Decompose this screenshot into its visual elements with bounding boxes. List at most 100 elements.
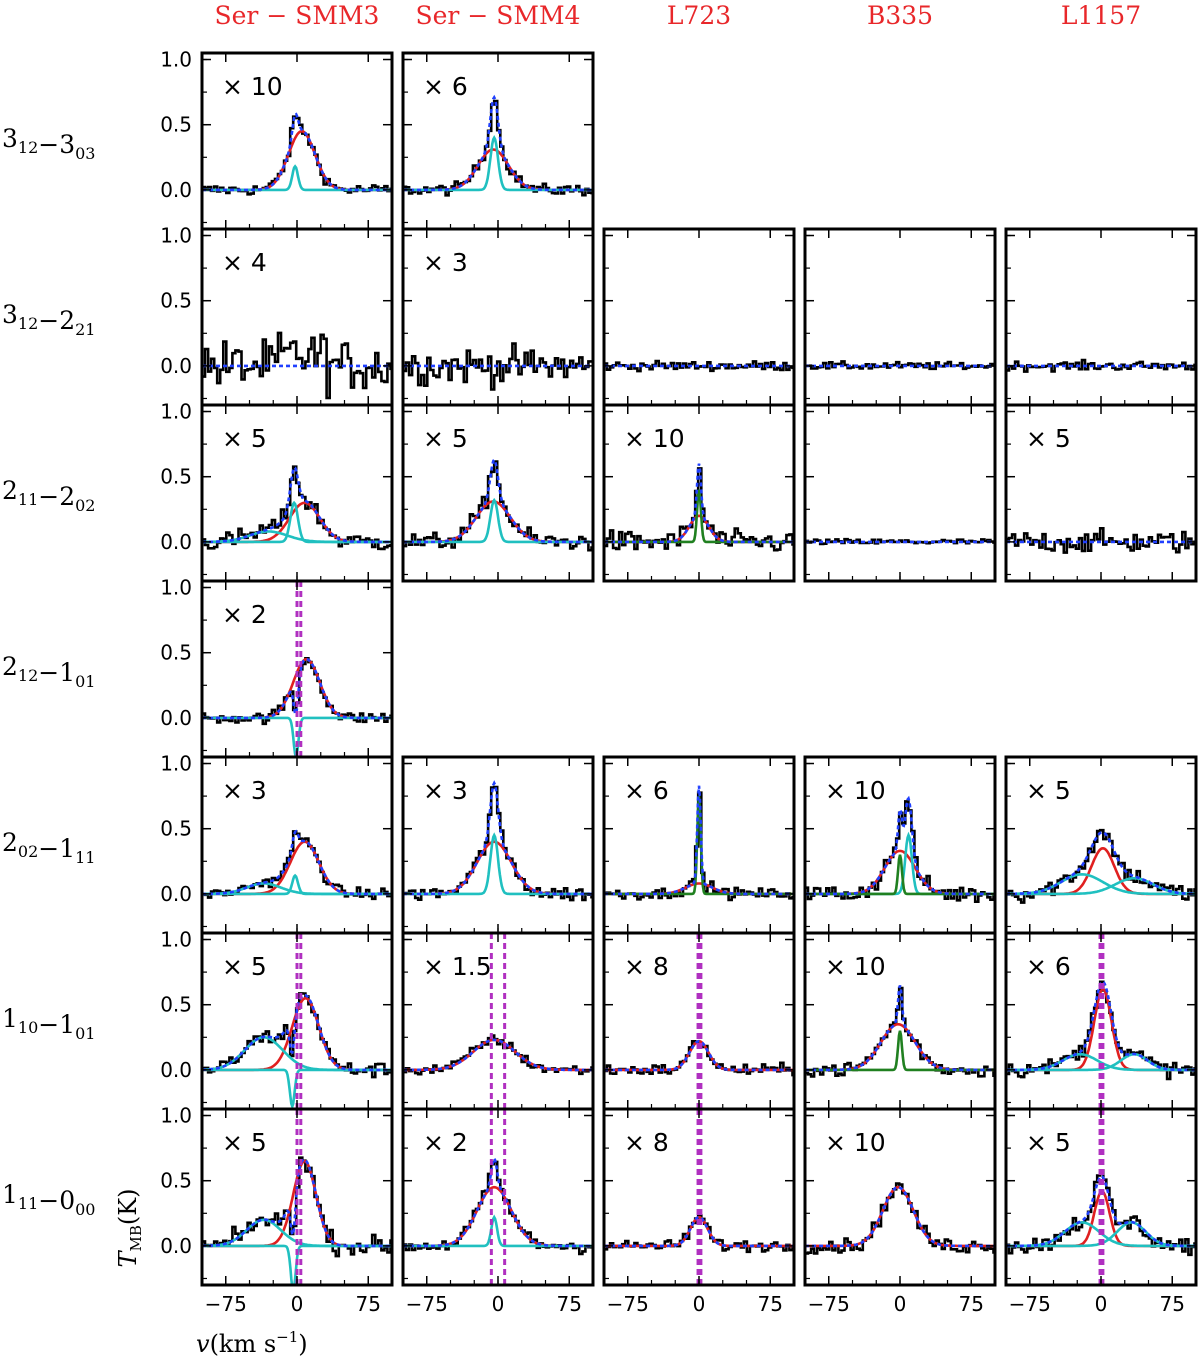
row-label: 212−101 <box>2 652 95 691</box>
medium-component-fit <box>403 1214 593 1248</box>
y-tick-label: 0.5 <box>160 993 192 1017</box>
total-fit <box>202 993 392 1072</box>
observed-spectrum <box>604 1214 794 1254</box>
medium-component-fit <box>403 135 593 192</box>
scale-factor-label: × 5 <box>1026 1128 1071 1157</box>
scale-factor-label: × 5 <box>222 952 267 981</box>
observed-spectrum <box>202 1156 392 1258</box>
total-fit <box>202 829 392 896</box>
spectrum-panel: × 3 <box>401 227 595 407</box>
observed-spectrum <box>805 1182 995 1255</box>
spectrum-panel: × 2 <box>401 1107 595 1287</box>
spectrum-panel: × 5 <box>1004 403 1198 583</box>
total-fit <box>604 785 794 896</box>
panel-frame <box>803 403 997 583</box>
spectrum-panel: × 1.5 <box>401 931 595 1111</box>
scale-factor-label: × 10 <box>825 1128 886 1157</box>
spectrum-panel: × 10 <box>803 755 997 935</box>
x-tick-label: −75 <box>607 1292 649 1316</box>
y-tick-label: 1.0 <box>160 928 192 952</box>
y-tick-label: 1.0 <box>160 752 192 776</box>
y-tick-label: 0.5 <box>160 817 192 841</box>
observed-spectrum <box>403 342 593 391</box>
column-title: Ser − SMM4 <box>416 1 581 30</box>
y-tick-label: 0.0 <box>160 1234 192 1258</box>
x-tick-label: 0 <box>291 1292 304 1316</box>
narrow-component-fit <box>805 1030 995 1072</box>
y-tick-label: 1.0 <box>160 1104 192 1128</box>
observed-spectrum <box>202 115 392 196</box>
medium-component-fit <box>202 164 392 192</box>
spectrum-panel: × 5 <box>401 403 595 583</box>
total-fit <box>403 1155 593 1248</box>
column-title: B335 <box>867 1 933 30</box>
x-tick-label: 75 <box>356 1292 381 1316</box>
panel-frame <box>803 227 997 407</box>
observed-spectrum <box>805 537 995 546</box>
y-tick-label: 0.0 <box>160 354 192 378</box>
row-label: 211−202 <box>2 476 95 515</box>
scale-factor-label: × 8 <box>624 952 669 981</box>
y-tick-label: 0.5 <box>160 1169 192 1193</box>
scale-factor-label: × 10 <box>825 776 886 805</box>
scale-factor-label: × 10 <box>825 952 886 981</box>
total-fit <box>202 657 392 720</box>
scale-factor-label: × 10 <box>222 72 283 101</box>
x-tick-label: −75 <box>1009 1292 1051 1316</box>
scale-factor-label: × 5 <box>1026 776 1071 805</box>
x-tick-label: 75 <box>1160 1292 1185 1316</box>
scale-factor-label: × 5 <box>423 424 468 453</box>
medium-component-fit <box>805 831 995 896</box>
x-tick-label: 0 <box>693 1292 706 1316</box>
spectrum-panel <box>602 227 796 407</box>
panel-frame <box>602 227 796 407</box>
y-axis-label: TMB(K) <box>114 1188 145 1267</box>
scale-factor-label: × 6 <box>423 72 468 101</box>
x-axis-label: v(km s−1) <box>196 1328 308 1358</box>
total-fit <box>805 1185 995 1248</box>
scale-factor-label: × 1.5 <box>423 952 492 981</box>
spectrum-panel: × 5 <box>1004 755 1198 935</box>
x-tick-label: 0 <box>492 1292 505 1316</box>
scale-factor-label: × 3 <box>222 776 267 805</box>
total-fit <box>202 466 392 544</box>
scale-factor-label: × 5 <box>1026 424 1071 453</box>
spectrum-panel: × 10 <box>200 51 394 231</box>
spectrum-panel: × 6 <box>401 51 595 231</box>
spectrum-panel: × 5 <box>200 931 394 1111</box>
scale-factor-label: × 2 <box>423 1128 468 1157</box>
broad-component-fit <box>202 840 392 896</box>
y-tick-label: 0.0 <box>160 530 192 554</box>
scale-factor-label: × 6 <box>1026 952 1071 981</box>
spectrum-panel: × 10 <box>803 931 997 1111</box>
scale-factor-label: × 4 <box>222 248 267 277</box>
scale-factor-label: × 5 <box>222 1128 267 1157</box>
x-tick-label: −75 <box>205 1292 247 1316</box>
total-fit <box>604 1039 794 1072</box>
scale-factor-label: × 3 <box>423 776 468 805</box>
y-tick-label: 0.5 <box>160 465 192 489</box>
observed-spectrum <box>604 467 794 552</box>
y-tick-label: 0.0 <box>160 706 192 730</box>
spectrum-panel: × 10 <box>602 403 796 583</box>
total-fit <box>604 1215 794 1248</box>
total-fit <box>403 780 593 896</box>
scale-factor-label: × 6 <box>624 776 669 805</box>
spectrum-panel: × 10 <box>803 1107 997 1287</box>
spectrum-panel: × 3 <box>401 755 595 935</box>
panel-frame <box>1004 227 1198 407</box>
medium-component-fit <box>403 497 593 544</box>
total-fit <box>1006 980 1196 1072</box>
y-tick-label: 0.5 <box>160 113 192 137</box>
observed-spectrum <box>805 360 995 371</box>
spectrum-panel: × 5 <box>1004 1107 1198 1287</box>
scale-factor-label: × 10 <box>624 424 685 453</box>
y-tick-label: 0.0 <box>160 882 192 906</box>
x-tick-label: −75 <box>406 1292 448 1316</box>
row-label: 312−221 <box>2 300 95 339</box>
row-label: 312−303 <box>2 124 95 163</box>
spectrum-panel: × 8 <box>602 931 796 1111</box>
scale-factor-label: × 5 <box>222 424 267 453</box>
scale-factor-label: × 3 <box>423 248 468 277</box>
row-label: 111−000 <box>2 1180 95 1219</box>
